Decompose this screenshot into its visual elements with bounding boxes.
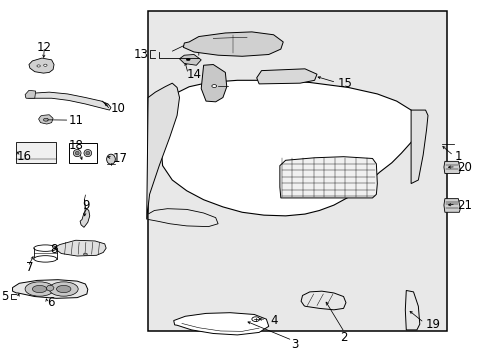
Ellipse shape [83, 253, 87, 255]
Polygon shape [80, 209, 90, 227]
Text: 2: 2 [339, 330, 346, 343]
Text: 9: 9 [82, 199, 90, 212]
Ellipse shape [32, 285, 47, 293]
Ellipse shape [25, 282, 54, 296]
Ellipse shape [211, 85, 216, 87]
Ellipse shape [84, 149, 91, 157]
Text: 1: 1 [454, 150, 461, 163]
Polygon shape [410, 110, 427, 184]
Polygon shape [201, 64, 226, 102]
Text: 17: 17 [113, 152, 128, 165]
Polygon shape [13, 280, 88, 298]
Polygon shape [56, 240, 106, 256]
Text: 6: 6 [47, 296, 55, 309]
Text: 8: 8 [50, 243, 58, 256]
Text: 7: 7 [26, 261, 34, 274]
Polygon shape [46, 285, 54, 291]
Text: 19: 19 [425, 318, 440, 331]
Text: 16: 16 [17, 150, 31, 163]
Polygon shape [405, 291, 419, 330]
Text: 11: 11 [68, 114, 83, 127]
Text: 5: 5 [1, 290, 9, 303]
Ellipse shape [106, 154, 115, 164]
Polygon shape [29, 58, 54, 73]
Ellipse shape [34, 256, 57, 262]
Ellipse shape [43, 64, 47, 66]
Polygon shape [256, 69, 316, 84]
Polygon shape [25, 90, 36, 98]
Polygon shape [39, 115, 53, 124]
Text: 15: 15 [337, 77, 352, 90]
Polygon shape [443, 199, 459, 212]
Ellipse shape [75, 151, 79, 155]
Ellipse shape [49, 282, 78, 296]
Text: 18: 18 [68, 139, 83, 152]
Ellipse shape [86, 151, 90, 155]
Polygon shape [148, 209, 218, 226]
Text: 14: 14 [186, 68, 202, 81]
Polygon shape [279, 157, 377, 198]
Polygon shape [301, 291, 345, 310]
Bar [148, 12, 447, 330]
Polygon shape [179, 54, 201, 65]
Text: 12: 12 [37, 41, 52, 54]
Ellipse shape [34, 245, 57, 251]
Ellipse shape [251, 317, 259, 321]
Text: 4: 4 [270, 314, 277, 327]
Text: 21: 21 [456, 199, 471, 212]
Ellipse shape [186, 58, 190, 60]
Polygon shape [183, 32, 283, 56]
Ellipse shape [37, 65, 40, 67]
Polygon shape [146, 83, 179, 220]
Ellipse shape [73, 149, 81, 157]
Bar [17, 142, 56, 163]
Polygon shape [160, 80, 419, 216]
Bar [68, 143, 97, 163]
Ellipse shape [43, 118, 48, 121]
Ellipse shape [56, 285, 71, 293]
Polygon shape [173, 313, 268, 335]
Text: 10: 10 [111, 102, 125, 115]
Text: 20: 20 [456, 161, 471, 174]
Polygon shape [26, 92, 111, 110]
Text: 3: 3 [291, 338, 298, 351]
Polygon shape [443, 161, 459, 174]
Polygon shape [34, 248, 57, 259]
Text: 13: 13 [133, 48, 148, 60]
